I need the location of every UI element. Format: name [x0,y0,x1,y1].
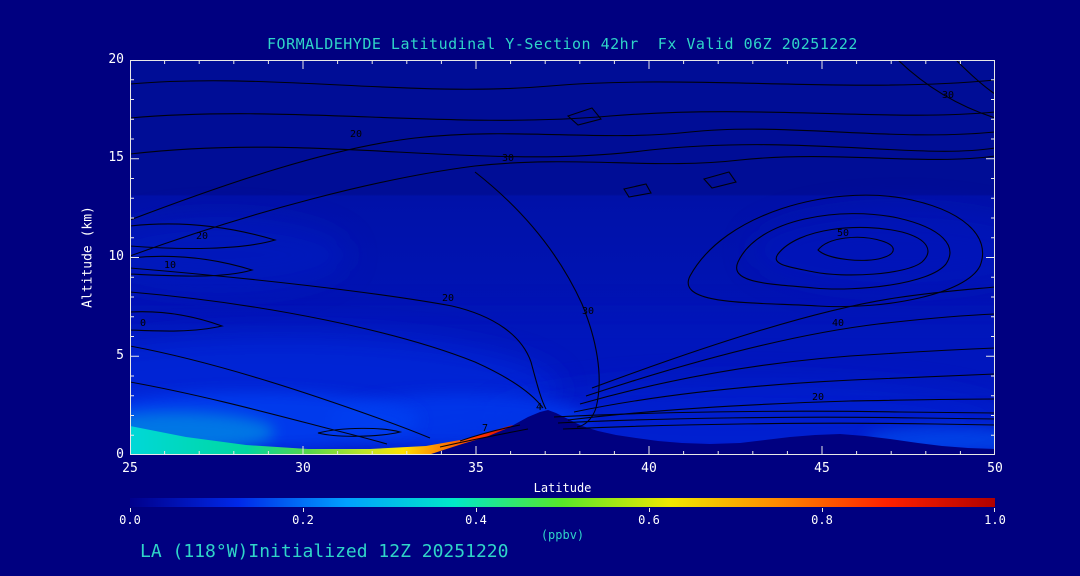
colorbar-tick-label: 0.8 [811,513,833,527]
contour-plot: 20 30 30 20 10 0 20 30 50 40 20 7 4 [130,60,995,455]
x-tick-label: 50 [987,461,1003,476]
x-tick-label: 25 [122,461,138,476]
contour-label: 30 [582,306,594,317]
y-tick-label: 20 [108,52,124,67]
colorbar-tick [994,508,995,512]
contour-line-labels: 20 30 30 20 10 0 20 30 50 40 20 7 4 [140,90,954,434]
colorbar-tick [303,508,304,512]
contour-label: 4 [536,402,542,413]
x-tick-label: 30 [295,461,311,476]
contour-label: 10 [164,260,176,271]
colorbar-tick-label: 0.4 [465,513,487,527]
colorbar-tick-label: 0.6 [638,513,660,527]
contour-label: 20 [442,293,454,304]
contour-label: 40 [832,318,844,329]
terrain [428,410,995,455]
colorbar-tick [649,508,650,512]
colorbar-units-label: (ppbv) [540,528,585,542]
footer-text: LA (118°W)Initialized 12Z 20251220 [140,541,509,562]
x-axis-label: Latitude [533,481,592,495]
y-tick-label: 15 [108,150,124,165]
x-tick-label: 45 [814,461,830,476]
contour-lines [130,60,995,448]
plot-title: FORMALDEHYDE Latitudinal Y-Section 42hr … [267,35,858,53]
contour-label: 50 [837,228,849,239]
colorbar-tick [822,508,823,512]
colorbar-tick [130,508,131,512]
x-tick-label: 40 [641,461,657,476]
contour-label: 7 [482,423,488,434]
plot-frame [130,60,995,455]
contour-label: 30 [502,153,514,164]
contour-label: 0 [140,318,146,329]
contour-label: 20 [812,392,824,403]
contour-label: 30 [942,90,954,101]
colorbar-tick [476,508,477,512]
y-tick-label: 10 [108,249,124,264]
colorbar-tick-label: 0.0 [119,513,141,527]
colorbar-tick-label: 1.0 [984,513,1006,527]
contour-label: 20 [350,129,362,140]
surface-hot-layer [130,425,519,455]
colorbar-tick-label: 0.2 [292,513,314,527]
y-tick-label: 0 [116,447,124,462]
colorbar [130,498,995,507]
contour-label: 20 [196,231,208,242]
y-tick-label: 5 [116,348,124,363]
x-tick-label: 35 [468,461,484,476]
